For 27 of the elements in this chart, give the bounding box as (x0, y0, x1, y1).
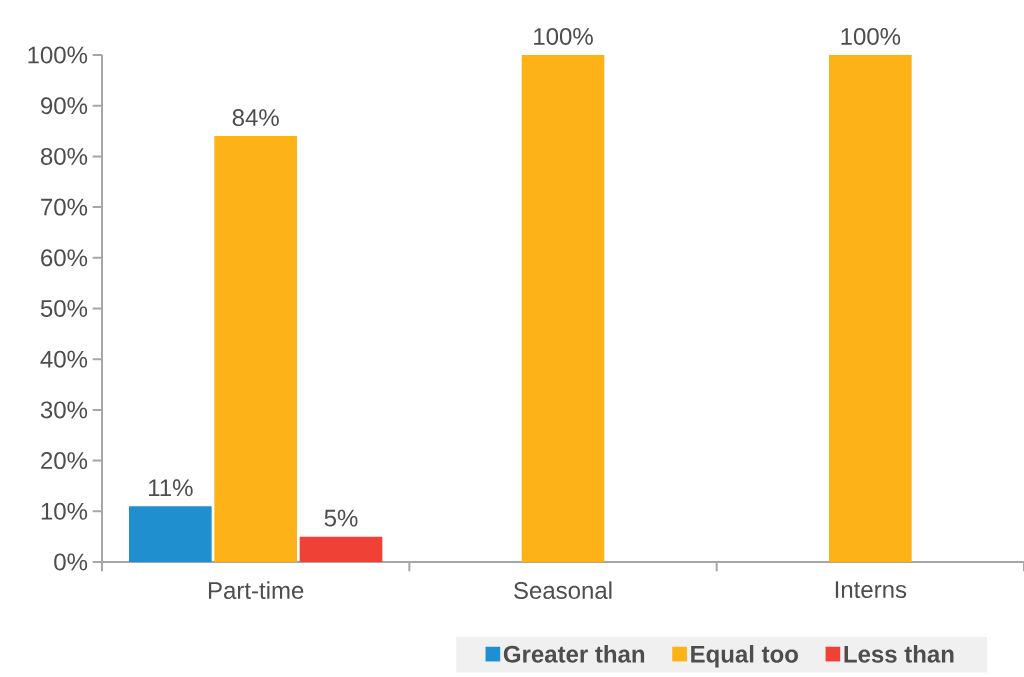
y-tick-label: 10% (41, 502, 88, 520)
data-label: 5% (324, 509, 358, 527)
bar (299, 536, 383, 562)
data-label: 11% (149, 479, 193, 497)
y-tick-label: 70% (41, 198, 88, 216)
bar (829, 54, 912, 562)
data-label: 84% (232, 109, 279, 127)
x-tick-label: Seasonal (514, 581, 612, 599)
bar (129, 506, 212, 562)
y-tick-label: 20% (41, 452, 88, 470)
y-tick-label: 100% (28, 46, 88, 64)
y-tick-label: 50% (40, 299, 88, 317)
x-tick-label: Part-time (208, 581, 304, 599)
y-tick-label: 80% (40, 147, 88, 165)
y-tick-label: 30% (40, 401, 88, 419)
bar (214, 136, 297, 562)
y-tick-label: 60% (41, 249, 88, 267)
legend-label: Equal too (691, 645, 798, 668)
legend-label: Greater than (503, 645, 645, 663)
legend-label: Less than (844, 645, 954, 663)
data-label: 100% (534, 27, 593, 45)
data-label: 100% (841, 27, 901, 45)
y-tick-label: 90% (41, 97, 88, 115)
x-tick-label: Interns (835, 581, 907, 599)
bar (521, 54, 605, 562)
y-tick-label: 0% (54, 553, 88, 571)
y-tick-label: 40% (40, 350, 88, 368)
